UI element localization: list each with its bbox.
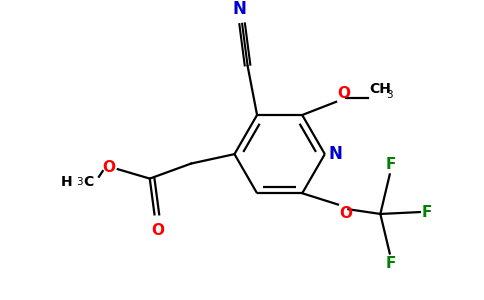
Text: C: C: [83, 176, 93, 189]
Text: 3: 3: [386, 90, 393, 100]
Text: F: F: [386, 157, 396, 172]
Text: N: N: [329, 145, 343, 163]
Text: F: F: [422, 205, 432, 220]
Text: O: O: [339, 206, 352, 221]
Text: CH: CH: [369, 82, 391, 96]
Text: F: F: [386, 256, 396, 271]
Text: O: O: [337, 86, 350, 101]
Text: 3: 3: [76, 177, 83, 187]
Text: N: N: [232, 0, 246, 18]
Text: O: O: [151, 223, 164, 238]
Text: O: O: [102, 160, 115, 175]
Text: H: H: [61, 176, 73, 189]
